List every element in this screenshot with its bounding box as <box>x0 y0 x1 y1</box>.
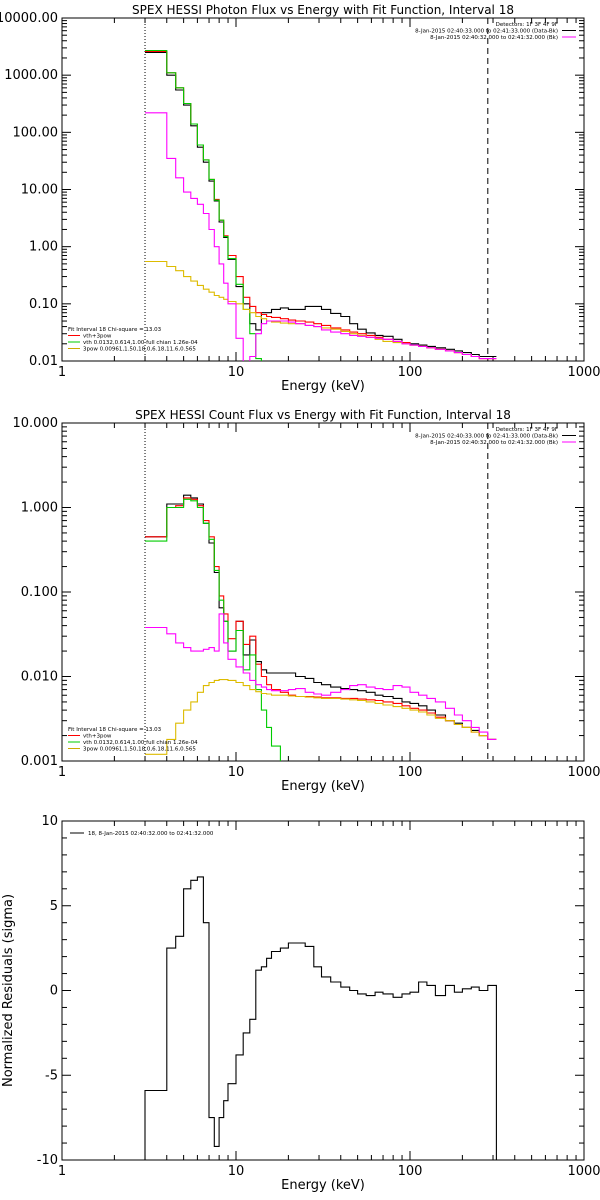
series-line <box>145 613 497 740</box>
x-tick-label: 1000 <box>567 365 600 380</box>
x-axis-label: Energy (keV) <box>281 1178 365 1193</box>
x-tick-label: 1000 <box>567 1164 600 1179</box>
chart-panel-2: SPEX HESSI Count Flux vs Energy with Fit… <box>13 408 600 794</box>
chart-panel-1: SPEX HESSI Photon Flux vs Energy with Fi… <box>0 3 600 394</box>
x-tick-label: 1 <box>58 1164 66 1179</box>
x-tick-label: 10 <box>228 1164 245 1179</box>
legend-entry-text: 8-Jan-2015 02:40:32.000 to 02:41:32.000 … <box>430 35 558 41</box>
x-tick-label: 1 <box>58 365 66 380</box>
legend-entry-text: 8-Jan-2015 02:40:33.000 to 02:41:33.000 … <box>415 434 558 440</box>
series-line <box>145 498 281 761</box>
y-tick-label: 10.000 <box>13 416 59 431</box>
y-tick-label: 10 <box>41 814 58 829</box>
legend-entry-text: 18, 8-Jan-2015 02:40:32.000 to 02:41:32.… <box>88 831 214 837</box>
series-line <box>145 497 497 740</box>
legend-entry-text: 8-Jan-2015 02:40:33.000 to 02:41:33.000 … <box>415 29 558 35</box>
y-tick-label: 1.000 <box>21 501 58 516</box>
series-line <box>145 49 262 361</box>
legend-entry-text: vth 0.0132,0.614,1.00 full chian 1.26e-0… <box>83 740 198 746</box>
series-line <box>145 679 497 755</box>
chart-title: SPEX HESSI Photon Flux vs Energy with Fi… <box>132 3 514 17</box>
y-tick-label: -5 <box>45 1068 58 1083</box>
y-tick-label: 10.00 <box>21 183 58 198</box>
legend-entry-text: 3pow 0.00961,1.50,18.0,6.18,11.6,0.565 <box>83 347 196 353</box>
y-axis-label: Normalized Residuals (sigma) <box>1 894 16 1087</box>
y-tick-label: 0.10 <box>29 297 58 312</box>
y-tick-label: 10000.00 <box>0 11 58 26</box>
y-tick-label: 1000.00 <box>4 68 58 83</box>
legend-entry-text: 3pow 0.00961,1.50,18.0,6.18,11.6,0.565 <box>83 747 196 753</box>
y-tick-label: 0.100 <box>21 585 58 600</box>
plot-frame <box>61 422 585 762</box>
series-line <box>145 112 497 361</box>
x-tick-label: 100 <box>398 365 423 380</box>
y-tick-label: 5 <box>50 899 58 914</box>
legend-entry-text: vth+3pow <box>83 334 112 340</box>
x-tick-label: 100 <box>398 765 423 780</box>
x-axis-label: Energy (keV) <box>281 379 365 394</box>
legend-entry-text: Detectors: 1F 3F 4F 9F <box>496 427 558 433</box>
plot-frame <box>61 820 585 1161</box>
y-tick-label: 1.00 <box>29 240 58 255</box>
y-tick-label: 0 <box>50 984 58 999</box>
y-tick-label: 100.00 <box>13 125 59 140</box>
legend-entry-text: vth 0.0132,0.614,1.00 full chian 1.26e-0… <box>83 340 198 346</box>
series-line <box>144 876 497 1160</box>
legend-entry-text: vth+3pow <box>83 734 112 740</box>
legend-entry-text: 8-Jan-2015 02:40:32.000 to 02:41:32.000 … <box>430 440 558 446</box>
chart-title: SPEX HESSI Count Flux vs Energy with Fit… <box>135 408 511 422</box>
x-axis-label: Energy (keV) <box>281 779 365 794</box>
x-tick-label: 100 <box>398 1164 423 1179</box>
y-tick-label: -10 <box>37 1153 58 1168</box>
x-tick-label: 10 <box>228 365 245 380</box>
legend-entry-text: Fit Interval 18 Chi-square = 13.03 <box>68 727 162 733</box>
chart-panel-3: Energy (keV) Normalized Residuals (sigma)… <box>1 814 600 1193</box>
x-tick-label: 10 <box>228 765 245 780</box>
x-tick-label: 1 <box>58 765 66 780</box>
series-line <box>145 50 497 360</box>
y-tick-label: 0.01 <box>29 354 58 369</box>
y-tick-label: 0.010 <box>21 670 58 685</box>
legend-entry-text: Fit Interval 18 Chi-square = 13.03 <box>68 327 162 333</box>
series-line <box>145 494 497 740</box>
x-tick-label: 1000 <box>567 765 600 780</box>
series-line <box>145 260 497 360</box>
legend-entry-text: Detectors: 1F 3F 4F 9F <box>496 22 558 28</box>
y-tick-label: 0.001 <box>21 754 58 769</box>
